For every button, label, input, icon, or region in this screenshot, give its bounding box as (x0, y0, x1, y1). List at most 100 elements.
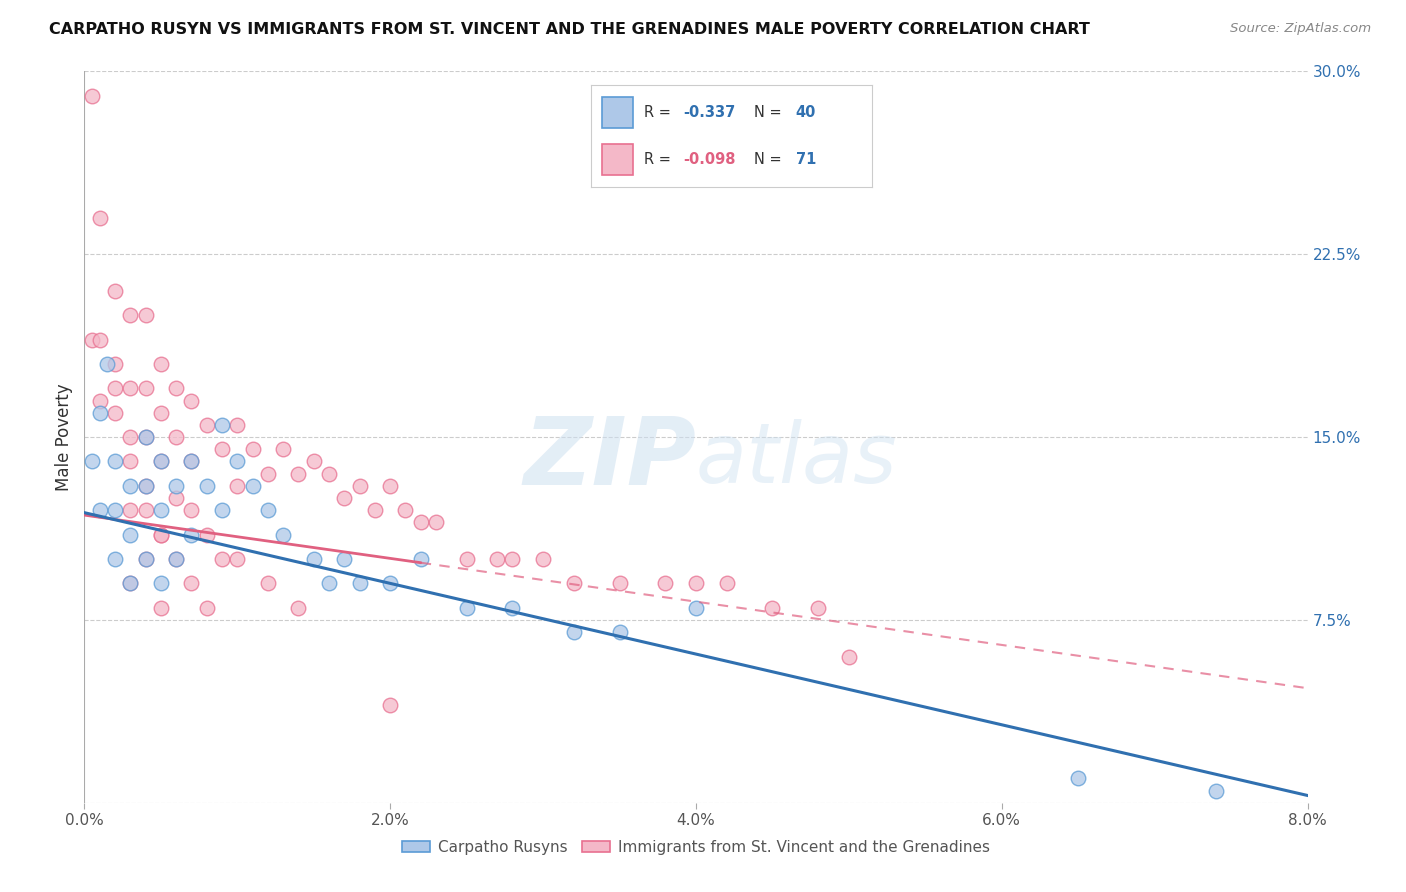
Point (104, 381, 127, 395)
Point (380, 698, 402, 713)
Point (135, 552, 157, 566)
Point (135, 479, 157, 493)
Point (609, 576, 631, 591)
Point (562, 625, 585, 640)
Point (104, 284, 127, 298)
Point (333, 491, 356, 505)
Point (165, 552, 187, 566)
Point (685, 600, 707, 615)
Point (80, 454, 103, 468)
Point (531, 552, 554, 566)
Point (180, 576, 202, 591)
Point (135, 503, 157, 517)
Point (685, 576, 707, 591)
Point (195, 417, 218, 432)
Text: CARPATHO RUSYN VS IMMIGRANTS FROM ST. VINCENT AND THE GRENADINES MALE POVERTY CO: CARPATHO RUSYN VS IMMIGRANTS FROM ST. VI… (49, 22, 1090, 37)
Text: R =: R = (644, 153, 675, 167)
Point (226, 454, 249, 468)
Point (120, 576, 142, 591)
Text: -0.098: -0.098 (683, 153, 735, 167)
Point (380, 479, 402, 493)
FancyBboxPatch shape (602, 145, 633, 175)
Point (242, 479, 264, 493)
Point (716, 576, 738, 591)
Point (180, 454, 202, 468)
Point (165, 552, 187, 566)
Point (425, 516, 447, 530)
Point (135, 552, 157, 566)
Point (135, 308, 157, 322)
Point (180, 527, 202, 541)
Point (135, 430, 157, 444)
Point (364, 503, 387, 517)
Point (257, 576, 280, 591)
Point (226, 417, 249, 432)
Point (211, 552, 233, 566)
FancyBboxPatch shape (602, 97, 633, 128)
Point (149, 454, 172, 468)
Point (562, 576, 585, 591)
Point (271, 442, 294, 457)
Point (1205, 783, 1227, 797)
Point (456, 552, 478, 566)
Point (257, 503, 280, 517)
Point (104, 454, 127, 468)
Point (120, 503, 142, 517)
Point (149, 527, 172, 541)
Point (104, 552, 127, 566)
Point (149, 503, 172, 517)
Point (807, 600, 830, 615)
Point (149, 600, 172, 615)
Point (226, 552, 249, 566)
Point (120, 454, 142, 468)
Point (104, 406, 127, 420)
Point (89, 333, 111, 347)
Point (349, 479, 371, 493)
Point (226, 479, 249, 493)
Point (349, 576, 371, 591)
Point (380, 576, 402, 591)
Point (761, 600, 783, 615)
Text: 40: 40 (796, 105, 815, 120)
Point (180, 503, 202, 517)
Point (120, 479, 142, 493)
Point (287, 600, 309, 615)
Point (486, 552, 509, 566)
Point (135, 381, 157, 395)
Point (180, 454, 202, 468)
Point (89, 211, 111, 225)
Point (165, 491, 187, 505)
Point (120, 308, 142, 322)
Point (149, 406, 172, 420)
Point (120, 576, 142, 591)
Point (318, 576, 340, 591)
Text: N =: N = (754, 105, 786, 120)
Text: Source: ZipAtlas.com: Source: ZipAtlas.com (1230, 22, 1371, 36)
Text: atlas: atlas (696, 418, 897, 500)
Point (165, 381, 187, 395)
Point (242, 442, 264, 457)
Point (271, 527, 294, 541)
Point (211, 417, 233, 432)
Point (456, 600, 478, 615)
Point (89, 503, 111, 517)
Point (409, 516, 432, 530)
Point (120, 527, 142, 541)
Legend: Carpatho Rusyns, Immigrants from St. Vincent and the Grenadines: Carpatho Rusyns, Immigrants from St. Vin… (396, 834, 995, 861)
Point (609, 625, 631, 640)
Point (149, 454, 172, 468)
Point (502, 552, 524, 566)
Point (120, 430, 142, 444)
Point (302, 454, 325, 468)
Point (80, 88, 103, 103)
Point (165, 430, 187, 444)
Point (135, 430, 157, 444)
Text: R =: R = (644, 105, 675, 120)
Point (104, 357, 127, 371)
Point (180, 393, 202, 408)
Point (195, 527, 218, 541)
Point (409, 552, 432, 566)
Point (96, 357, 118, 371)
Point (838, 649, 860, 664)
Point (654, 576, 676, 591)
